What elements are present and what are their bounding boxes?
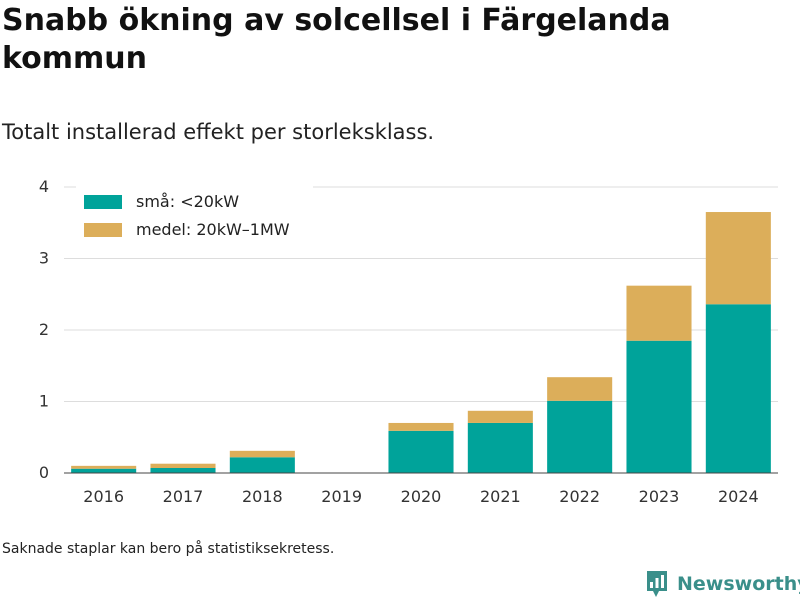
- y-tick-label: 2: [39, 320, 49, 339]
- bar-medium: [705, 212, 771, 305]
- axes: 0 1 2 3 4 2016 2017 2018 2019 2020 2021 2022 2023 202…: [39, 177, 778, 506]
- x-tick-label: 2021: [480, 487, 521, 506]
- x-tick-label: 2017: [163, 487, 204, 506]
- bar-medium: [150, 463, 216, 468]
- legend-swatch: [84, 195, 122, 209]
- bar-medium: [71, 465, 137, 469]
- x-tick-label: 2016: [83, 487, 124, 506]
- bar-small: [388, 430, 454, 473]
- bar-small: [229, 457, 295, 473]
- bar-small: [150, 467, 216, 473]
- newsworthy-logo-icon: [647, 571, 667, 597]
- brand-name: Newsworthy: [677, 573, 800, 595]
- y-tick-label: 0: [39, 463, 49, 482]
- bar-medium: [229, 450, 295, 458]
- bar-medium: [388, 422, 454, 431]
- y-tick-label: 1: [39, 392, 49, 411]
- bar-small: [705, 304, 771, 473]
- x-tick-label: 2022: [559, 487, 600, 506]
- x-tick-label: 2024: [718, 487, 759, 506]
- bar-medium: [547, 377, 613, 401]
- bars: [71, 212, 771, 473]
- bar-medium: [467, 410, 533, 423]
- bar-small: [547, 400, 613, 473]
- bar-medium: [626, 285, 692, 341]
- y-tick-label: 4: [39, 177, 49, 196]
- legend-label: medel: 20kW–1MW: [136, 220, 290, 239]
- legend-swatch: [84, 223, 122, 237]
- brand-logo[interactable]: Newsworthy: [645, 569, 800, 599]
- footnote: Saknade staplar kan bero på statistiksek…: [2, 541, 335, 557]
- legend-label: små: <20kW: [136, 192, 239, 211]
- bar-small: [71, 468, 137, 473]
- bar-small: [626, 340, 692, 473]
- x-tick-label: 2019: [321, 487, 362, 506]
- x-tick-label: 2020: [401, 487, 442, 506]
- stacked-bar-chart: 0 1 2 3 4 2016 2017 2018 2019 2020 2021 2022 2023 202…: [39, 177, 778, 506]
- bar-small: [467, 422, 533, 473]
- y-tick-label: 3: [39, 249, 49, 268]
- legend: små: <20kW medel: 20kW–1MW: [76, 185, 313, 249]
- x-tick-label: 2023: [639, 487, 680, 506]
- x-tick-label: 2018: [242, 487, 283, 506]
- chart-title: Snabb ökning av solcellsel i Färgelanda …: [2, 3, 671, 76]
- chart-subtitle: Totalt installerad effekt per storlekskl…: [2, 120, 435, 144]
